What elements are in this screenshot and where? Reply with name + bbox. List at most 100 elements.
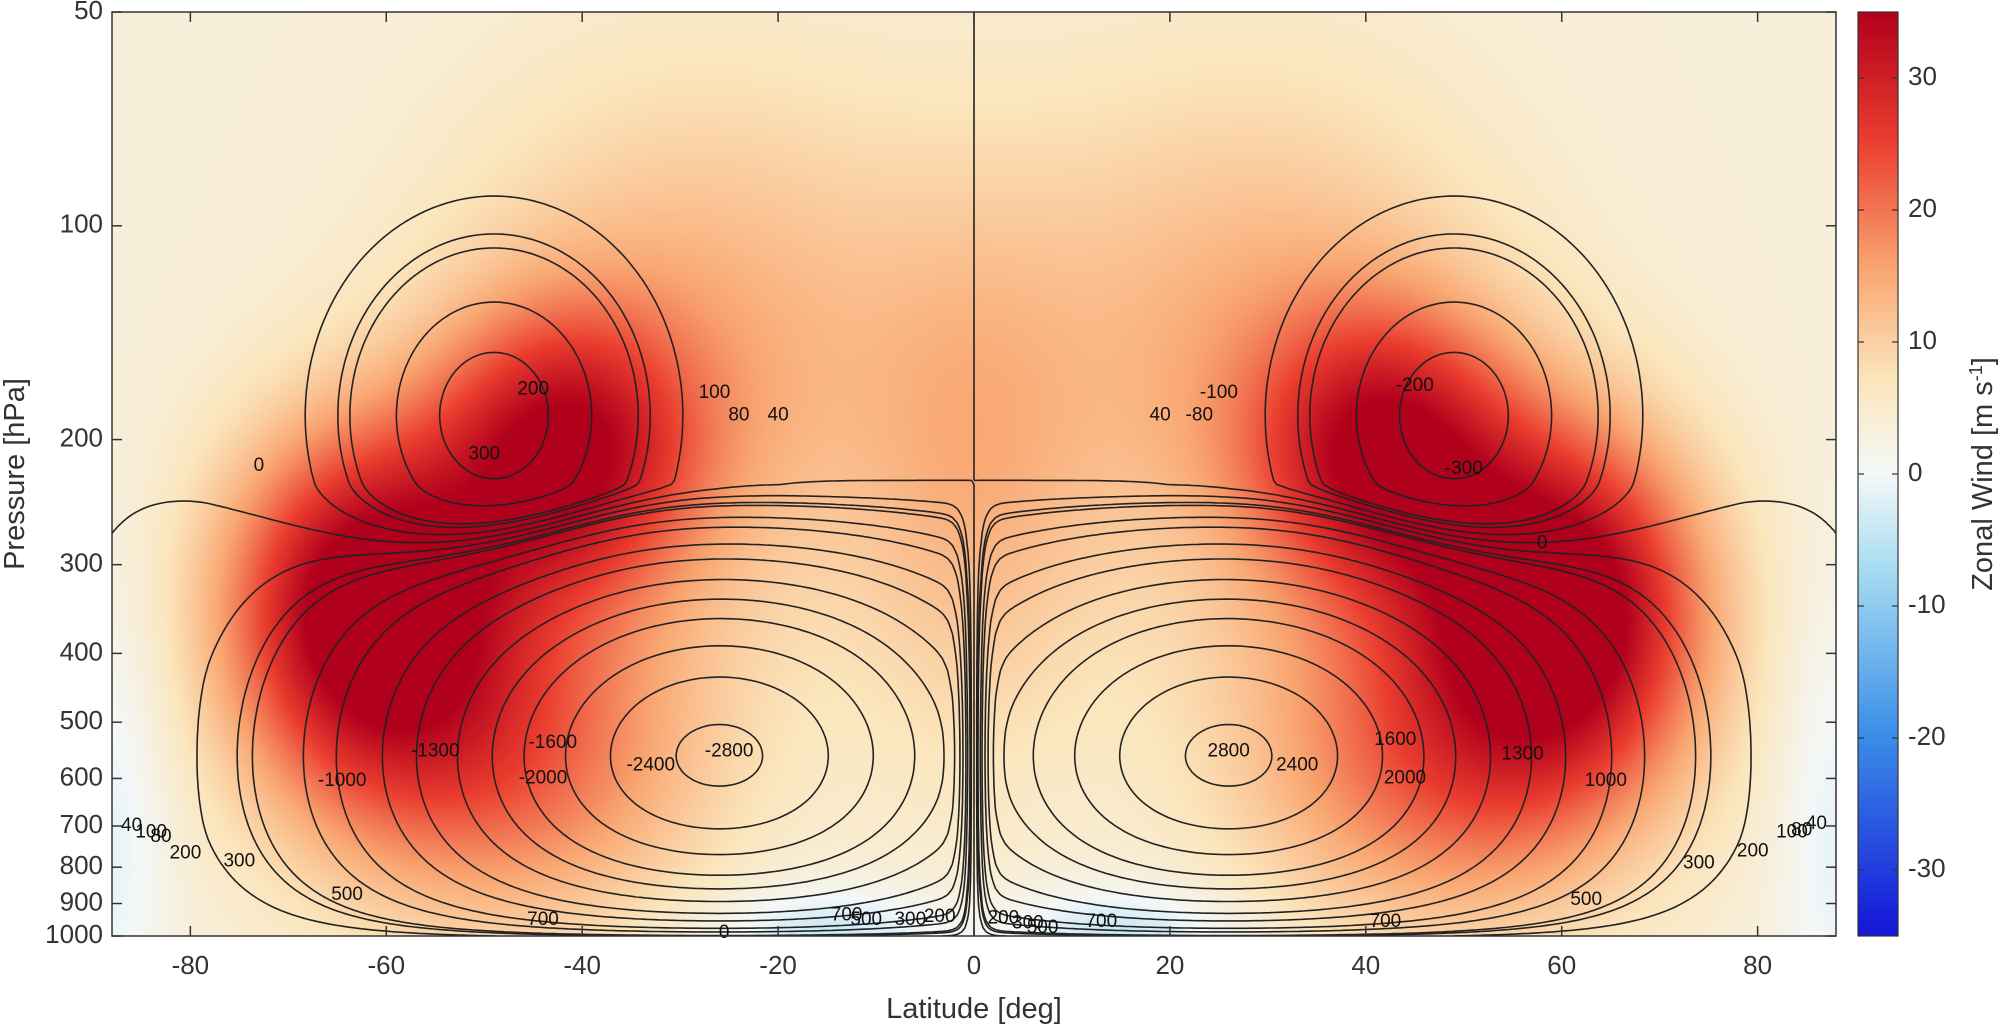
contour-line [456,578,956,903]
contour-line [337,233,1712,936]
y-tick-label: 600 [60,761,103,791]
contour-label: 40 [768,405,789,426]
contour-label: 700 [1370,911,1402,932]
contour-line [1003,598,1457,890]
x-tick-label: -80 [172,950,210,980]
contour-label: 300 [894,909,926,930]
contour-label: 80 [728,405,749,426]
streamfunction-contours [112,12,1836,936]
contour-label: 2400 [1276,754,1318,775]
contour-label: 40 [1150,405,1171,426]
colorbar-tick-label: -20 [1908,721,1946,751]
contour-label: -80 [1186,405,1213,426]
x-tick-label: 40 [1351,950,1380,980]
contour-label: 300 [223,850,255,871]
colorbar-tick-label: 0 [1908,457,1922,487]
contour-line [395,301,1646,933]
y-tick-label: 400 [60,636,103,666]
contour-label: 0 [254,455,265,476]
contour-label: 200 [517,378,549,399]
contour-label: -200 [1396,375,1434,396]
contour-label: 200 [924,906,956,927]
contour-label: -100 [1200,382,1238,403]
contour-label: 500 [850,909,882,930]
contour-line [1184,723,1273,787]
y-tick-label: 300 [60,548,103,578]
contour-label: 200 [988,908,1020,929]
y-tick-label: 50 [74,0,103,25]
contour-label: 700 [1085,911,1117,932]
x-tick-label: -60 [367,950,405,980]
x-tick-label: 60 [1547,950,1576,980]
contour-label: 500 [1027,917,1059,938]
contour-line [251,247,1599,936]
contour-line [523,617,916,876]
contour-line [302,301,1553,933]
y-tick-label: 900 [60,886,103,916]
colorbar-gradient [1857,11,1899,937]
contour-label: 0 [1537,532,1548,553]
contour-line [1032,617,1425,876]
x-axis-title: Latitude [deg] [886,993,1062,1025]
contour-label: 100 [135,822,167,843]
contour-label: 1000 [1585,770,1627,791]
x-tick-label: -40 [563,950,601,980]
colorbar-tick-label: -30 [1908,853,1946,883]
x-axis-tick-labels: -80 -60 -40 -20 0 20 40 60 80 [172,950,1773,980]
contour-line [304,195,1752,936]
contour-line [381,543,964,922]
contour-label: 40 [1806,813,1827,834]
contour-label: -1600 [528,732,577,753]
contour-line [196,195,1644,936]
contour-label: 500 [331,884,363,905]
colorbar-ticks: 30 20 10 0 -10 -20 -30 [1858,61,1946,883]
contour-line [992,578,1492,903]
contour-label: 300 [468,444,500,465]
contour-label: 500 [1570,889,1602,910]
contour-label: 2800 [1208,741,1250,762]
contour-line [984,543,1567,922]
colorbar-tick-label: 10 [1908,325,1937,355]
contour-label: 200 [1737,840,1769,861]
y-tick-label: 100 [60,209,103,239]
contour-label: -1000 [318,770,367,791]
colorbar-tick-label: 20 [1908,193,1937,223]
x-tick-label: 0 [967,950,981,980]
y-tick-label: 700 [60,809,103,839]
contour-line [236,233,1611,936]
y-tick-label: 1000 [45,919,103,949]
contour-line [564,645,875,856]
contour-label: 300 [1683,852,1715,873]
contour-line [675,723,764,787]
axis-ticks [112,11,1836,937]
contour-label: 300 [1012,912,1044,933]
y-axis-title: Pressure [hPa] [0,378,31,570]
contour-label: 700 [831,904,863,925]
contour-label: 80 [1791,819,1812,840]
contour-line [1118,676,1339,830]
contour-label: -300 [1445,458,1483,479]
x-tick-label: -20 [759,950,797,980]
contour-label: 100 [699,382,731,403]
contour-label: 700 [527,909,559,930]
contour-label: 1600 [1374,729,1416,750]
y-tick-label: 800 [60,850,103,880]
contour-label: 1300 [1501,743,1543,764]
y-tick-label: 500 [60,705,103,735]
y-tick-label: 200 [60,422,103,452]
contour-label: -2000 [519,767,568,788]
contour-line [1073,645,1384,856]
contour-line [438,351,1613,930]
contour-line [335,351,1510,930]
contour-line [987,558,1533,915]
contour-label: -2800 [705,741,754,762]
contour-label: 200 [170,842,202,863]
contour-line [609,676,830,830]
contour-label: 40 [121,815,142,836]
contour-label: 2000 [1384,767,1426,788]
colorbar-title: Zonal Wind [m s-1] [1966,357,1999,591]
colorbar-tick-label: -10 [1908,589,1946,619]
